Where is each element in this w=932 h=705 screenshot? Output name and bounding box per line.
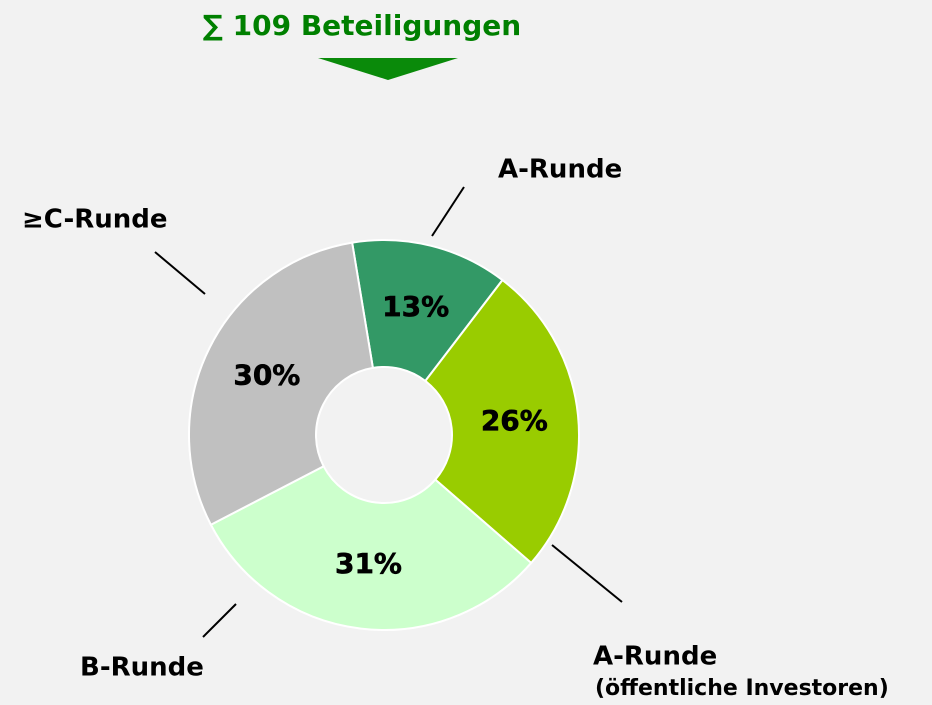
category-label: ≥C-Runde bbox=[22, 205, 168, 235]
leader-line bbox=[202, 603, 237, 638]
value-label: 30% bbox=[233, 358, 300, 391]
category-label: B-Runde bbox=[80, 653, 204, 683]
leader-line bbox=[551, 544, 623, 603]
category-label: A-Runde bbox=[498, 155, 622, 185]
value-label: 26% bbox=[481, 404, 548, 437]
slice bbox=[209, 464, 533, 631]
slice bbox=[423, 278, 580, 565]
leader-line bbox=[431, 186, 465, 237]
slice bbox=[188, 241, 375, 527]
value-label: 31% bbox=[335, 547, 402, 580]
chart-title: ∑ 109 Beteiligungen bbox=[203, 9, 521, 42]
annotation: (öffentliche Investoren) bbox=[595, 676, 889, 701]
value-label: 13% bbox=[382, 290, 449, 323]
leader-line bbox=[154, 251, 206, 295]
category-label: A-Runde bbox=[593, 642, 717, 672]
arrow bbox=[318, 58, 458, 80]
slice bbox=[351, 239, 504, 383]
